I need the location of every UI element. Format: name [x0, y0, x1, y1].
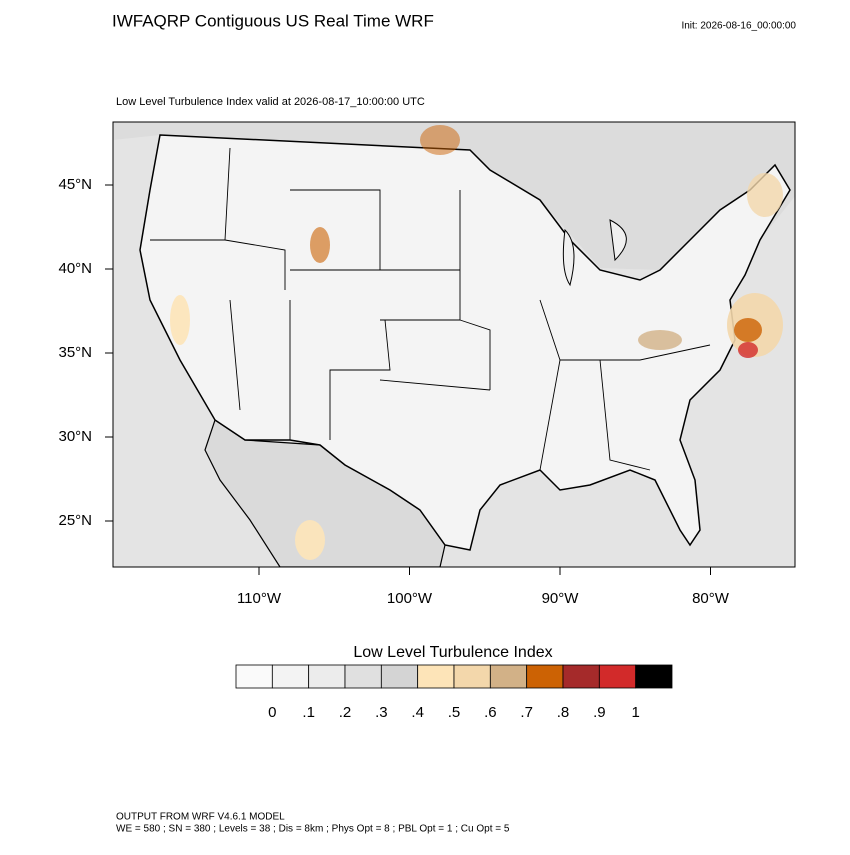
- colorbar-box: [526, 664, 564, 689]
- colorbar-box: [380, 664, 419, 689]
- colorbar-label: 0: [268, 704, 276, 721]
- lon-label: 80°W: [692, 590, 730, 607]
- turbulence-areas: [170, 125, 783, 560]
- turbulence-area: [638, 330, 682, 350]
- colorbar-label: .3: [375, 704, 388, 721]
- colorbar-box: [344, 664, 382, 689]
- lon-label: 90°W: [542, 590, 580, 607]
- colorbar-label: .2: [339, 704, 352, 721]
- init-time: Init: 2026-08-16_00:00:00: [681, 21, 796, 32]
- turbulence-area: [170, 295, 190, 345]
- colorbar-box: [235, 664, 273, 689]
- lon-label: 110°W: [237, 590, 282, 607]
- colorbar-box: [598, 664, 637, 689]
- lon-label: 100°W: [387, 590, 433, 607]
- colorbar-label: .7: [520, 704, 533, 721]
- colorbar-label: .9: [593, 704, 606, 721]
- colorbar-label: .4: [411, 704, 424, 721]
- footer-line: OUTPUT FROM WRF V4.6.1 MODEL: [116, 812, 285, 823]
- colorbar-label: .5: [448, 704, 461, 721]
- lat-label: 25°N: [58, 512, 92, 529]
- colorbar-label: .8: [557, 704, 570, 721]
- colorbar-box: [417, 664, 455, 689]
- turbulence-area: [747, 173, 783, 217]
- colorbar-box: [562, 664, 600, 689]
- lat-label: 40°N: [58, 260, 92, 277]
- lat-label: 35°N: [58, 344, 92, 361]
- colorbar-box: [635, 664, 673, 689]
- footer-line: WE = 580 ; SN = 380 ; Levels = 38 ; Dis …: [116, 824, 510, 835]
- great-lakes: [562, 219, 627, 287]
- map-area: [113, 122, 795, 567]
- map-frame: [112, 121, 796, 568]
- colorbar-box: [453, 664, 491, 689]
- turbulence-area: [310, 227, 330, 263]
- colorbar-box: [308, 664, 346, 689]
- colorbar-label: .6: [484, 704, 497, 721]
- state-borders: [150, 147, 711, 471]
- colorbar-label: .1: [302, 704, 315, 721]
- map-subtitle: Low Level Turbulence Index valid at 2026…: [116, 96, 425, 108]
- turbulence-area: [295, 520, 325, 560]
- usa: [139, 134, 791, 551]
- turbulence-area: [738, 342, 758, 358]
- title: IWFAQRP Contiguous US Real Time WRF: [112, 11, 434, 30]
- colorbar-label: 1: [631, 704, 639, 721]
- colorbar-title: Low Level Turbulence Index: [353, 644, 552, 661]
- lat-label: 30°N: [58, 428, 92, 445]
- turbulence-area: [420, 125, 460, 155]
- colorbar-box: [271, 664, 310, 689]
- turbulence-area: [734, 318, 762, 342]
- lat-label: 45°N: [58, 176, 92, 193]
- colorbar-box: [489, 664, 528, 689]
